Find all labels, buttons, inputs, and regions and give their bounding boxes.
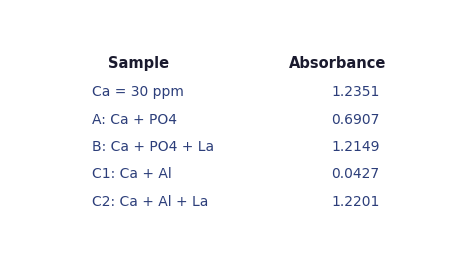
Text: A: Ca + PO4: A: Ca + PO4 (92, 113, 177, 127)
Text: Absorbance: Absorbance (289, 57, 386, 72)
Text: Ca = 30 ppm: Ca = 30 ppm (92, 85, 183, 99)
Text: 0.0427: 0.0427 (332, 167, 380, 181)
Text: C2: Ca + Al + La: C2: Ca + Al + La (92, 195, 208, 209)
Text: B: Ca + PO4 + La: B: Ca + PO4 + La (92, 140, 214, 154)
Text: Sample: Sample (108, 57, 169, 72)
Text: C1: Ca + Al: C1: Ca + Al (92, 167, 172, 181)
Text: 1.2351: 1.2351 (331, 85, 380, 99)
Text: 1.2201: 1.2201 (331, 195, 380, 209)
Text: 1.2149: 1.2149 (331, 140, 380, 154)
Text: 0.6907: 0.6907 (331, 113, 380, 127)
